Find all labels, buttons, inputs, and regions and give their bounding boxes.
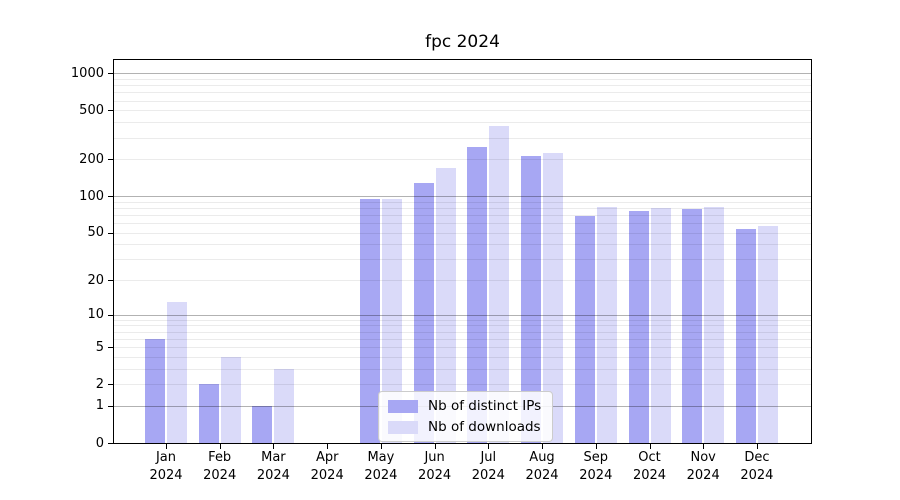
bar-downloads-jul-2024 [489, 125, 510, 443]
y-tick-mark-20 [108, 280, 113, 282]
bar-downloads-sep-2024 [596, 206, 617, 443]
y-tick-label-0: 0 [95, 435, 104, 451]
y-tick-label-1000: 1000 [70, 65, 104, 81]
bar-distinct-ips-oct-2024 [628, 211, 649, 443]
bar-downloads-feb-2024 [220, 356, 241, 443]
x-tick-mark-jun-2024 [434, 444, 436, 449]
bar-distinct-ips-dec-2024 [735, 228, 756, 443]
legend-row-downloads: Nb of downloads [388, 419, 541, 435]
bar-downloads-dec-2024 [757, 225, 778, 443]
y-tick-label-10: 10 [87, 307, 104, 323]
chart-legend: Nb of distinct IPs Nb of downloads [378, 391, 554, 442]
x-tick-mark-apr-2024 [327, 444, 329, 449]
x-tick-mark-feb-2024 [219, 444, 221, 449]
legend-swatch-distinct-ips [388, 399, 418, 413]
legend-row-distinct-ips: Nb of distinct IPs [388, 398, 541, 414]
bar-downloads-aug-2024 [543, 153, 563, 443]
bar-downloads-oct-2024 [650, 207, 671, 443]
y-tick-mark-1000 [108, 73, 113, 75]
x-tick-label-dec-2024: Dec 2024 [740, 450, 774, 483]
x-tick-label-mar-2024: Mar 2024 [256, 450, 290, 483]
bar-distinct-ips-nov-2024 [682, 209, 703, 443]
y-tick-mark-1 [108, 405, 113, 407]
y-tick-label-100: 100 [79, 188, 104, 204]
x-tick-label-jan-2024: Jan 2024 [149, 450, 183, 483]
y-tick-mark-50 [108, 232, 113, 234]
bar-distinct-ips-aug-2024 [521, 155, 541, 443]
x-tick-mark-jan-2024 [166, 444, 167, 449]
x-tick-mark-oct-2024 [649, 444, 651, 449]
bars-layer [114, 60, 811, 443]
y-tick-mark-100 [108, 196, 113, 198]
bar-downloads-jan-2024 [167, 301, 187, 443]
x-tick-mark-mar-2024 [273, 444, 275, 449]
y-tick-mark-0 [108, 443, 113, 444]
bar-distinct-ips-jul-2024 [467, 147, 488, 443]
bar-downloads-may-2024 [381, 199, 402, 443]
y-tick-label-1: 1 [95, 398, 104, 414]
bar-distinct-ips-may-2024 [359, 199, 380, 443]
x-tick-label-jul-2024: Jul 2024 [471, 450, 505, 483]
x-tick-label-jun-2024: Jun 2024 [418, 450, 452, 483]
y-tick-label-2: 2 [95, 376, 104, 392]
plot-area: Nb of distinct IPs Nb of downloads [113, 59, 812, 444]
y-tick-label-200: 200 [79, 151, 104, 167]
x-tick-label-feb-2024: Feb 2024 [203, 450, 237, 483]
y-tick-label-5: 5 [95, 339, 104, 355]
bar-downloads-jun-2024 [435, 167, 456, 443]
bar-distinct-ips-jan-2024 [145, 338, 165, 443]
x-tick-label-aug-2024: Aug 2024 [525, 450, 559, 483]
x-tick-mark-aug-2024 [542, 444, 543, 449]
x-tick-mark-jul-2024 [488, 444, 490, 449]
y-tick-mark-10 [108, 314, 113, 316]
bar-distinct-ips-sep-2024 [574, 216, 595, 443]
bar-distinct-ips-jun-2024 [413, 183, 434, 443]
bar-distinct-ips-mar-2024 [252, 405, 273, 443]
bar-distinct-ips-feb-2024 [198, 384, 219, 443]
legend-label-distinct-ips: Nb of distinct IPs [428, 398, 542, 414]
legend-swatch-downloads [388, 420, 418, 434]
x-tick-label-nov-2024: Nov 2024 [686, 450, 720, 483]
y-tick-mark-2 [108, 384, 113, 386]
x-tick-mark-sep-2024 [595, 444, 597, 449]
y-tick-label-20: 20 [87, 272, 104, 288]
y-tick-label-500: 500 [79, 102, 104, 118]
x-tick-label-sep-2024: Sep 2024 [579, 450, 613, 483]
x-tick-mark-dec-2024 [756, 444, 758, 449]
y-tick-label-50: 50 [87, 225, 104, 241]
x-tick-mark-nov-2024 [703, 444, 705, 449]
x-tick-label-apr-2024: Apr 2024 [310, 450, 344, 483]
y-tick-mark-5 [108, 347, 113, 349]
y-tick-mark-500 [108, 110, 113, 112]
y-tick-mark-200 [108, 159, 113, 161]
bar-downloads-nov-2024 [704, 206, 725, 443]
x-tick-mark-may-2024 [380, 444, 382, 449]
x-tick-label-may-2024: May 2024 [364, 450, 398, 483]
legend-label-downloads: Nb of downloads [428, 419, 541, 435]
x-tick-label-oct-2024: Oct 2024 [632, 450, 667, 483]
bar-downloads-mar-2024 [274, 368, 295, 443]
chart-title: fpc 2024 [425, 32, 500, 52]
